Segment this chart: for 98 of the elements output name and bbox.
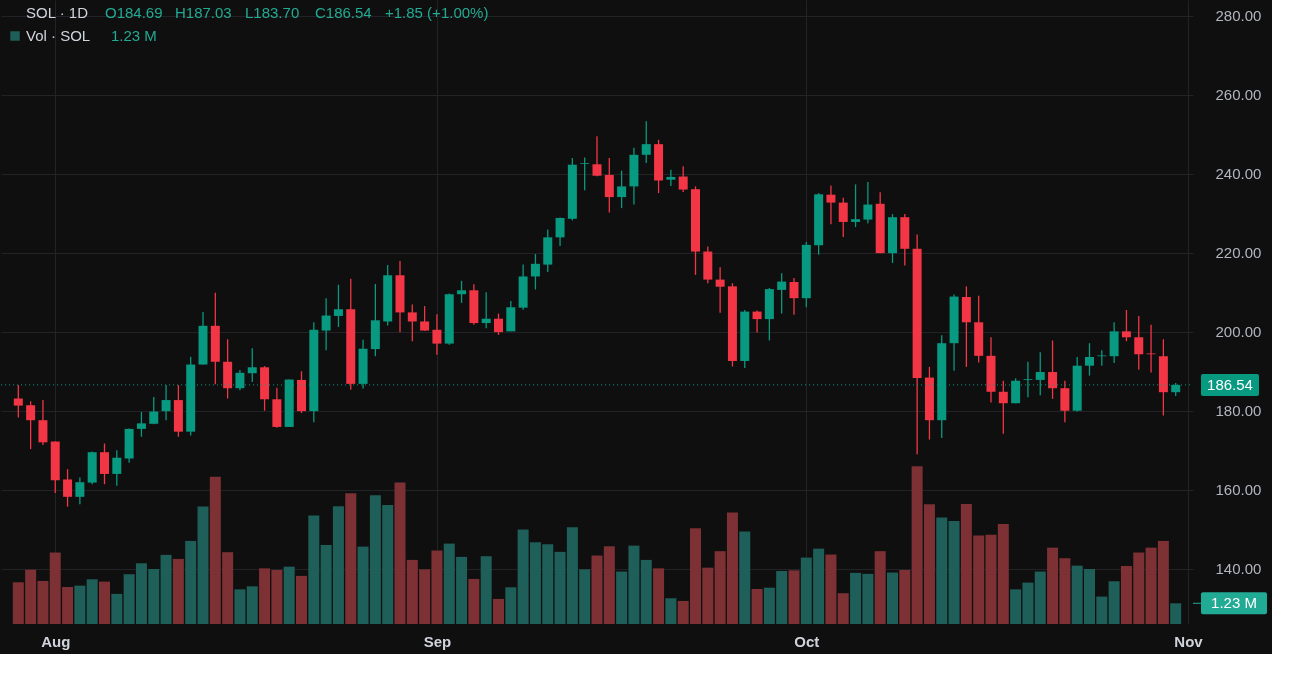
candlestick	[481, 291, 491, 329]
candlestick	[321, 297, 331, 351]
candlestick	[530, 253, 540, 291]
annotation: 1.23 M	[111, 27, 157, 44]
candlestick	[826, 184, 836, 225]
candlestick	[838, 197, 848, 238]
bar	[345, 493, 357, 624]
bar	[111, 593, 123, 624]
bar	[86, 579, 98, 624]
legend-label: Vol · SOL	[26, 27, 91, 44]
bar	[185, 540, 197, 624]
candlestick	[1134, 315, 1144, 371]
x-tick-label: Aug	[41, 632, 71, 650]
candlestick	[136, 411, 146, 438]
bar	[899, 570, 911, 624]
candlestick	[580, 156, 590, 192]
candlestick	[555, 216, 565, 247]
candlestick	[678, 165, 688, 193]
ref-line-label: 186.54	[1207, 375, 1253, 393]
bar	[653, 568, 665, 624]
annotation: O184.69	[105, 4, 163, 21]
y2-tick-label: 1.23 M	[1211, 594, 1257, 612]
candlestick	[604, 157, 614, 214]
y-tick-label: 200.00	[1215, 323, 1262, 341]
bar	[296, 575, 307, 624]
bar	[160, 554, 172, 624]
candlestick	[789, 277, 799, 316]
candlestick	[247, 347, 257, 383]
candlestick	[617, 169, 627, 209]
bar	[1108, 581, 1120, 624]
candlestick	[26, 400, 36, 450]
candlestick	[149, 396, 159, 425]
candlestick	[13, 384, 23, 419]
bar	[640, 559, 652, 624]
candlestick	[1060, 380, 1070, 423]
bar	[74, 585, 86, 624]
y-tick-label: 240.00	[1215, 165, 1262, 183]
candlestick	[100, 442, 109, 485]
candlestick	[752, 309, 762, 334]
bar	[1034, 571, 1046, 624]
candlestick	[333, 284, 343, 328]
bar	[283, 566, 295, 624]
candlestick	[494, 312, 503, 336]
candlestick	[666, 169, 676, 187]
bar	[936, 517, 948, 624]
bar	[197, 506, 209, 624]
bar	[308, 515, 320, 624]
candlestick	[420, 305, 430, 332]
bar	[874, 551, 886, 624]
candlestick	[851, 183, 861, 228]
candlestick	[863, 181, 873, 224]
y-tick-label: 160.00	[1215, 481, 1262, 499]
candlestick	[432, 313, 442, 356]
bar	[234, 589, 246, 624]
candlestick	[641, 120, 651, 164]
y-tick-label: 280.00	[1215, 7, 1262, 25]
y-tick-label: 220.00	[1215, 244, 1262, 262]
chart-title: SOL · 1D	[26, 4, 89, 21]
bar	[751, 589, 763, 624]
candlestick	[592, 135, 602, 177]
bar	[948, 520, 960, 624]
bar	[505, 587, 517, 624]
bar	[788, 570, 800, 624]
candlestick	[715, 266, 725, 314]
bar	[172, 558, 184, 624]
candlestick	[38, 399, 48, 446]
x-tick-label: Nov	[1174, 632, 1204, 650]
bar	[493, 598, 504, 624]
candlestick	[63, 468, 73, 508]
candlestick	[1121, 309, 1131, 342]
bar	[1170, 603, 1182, 624]
y-tick-label: 140.00	[1215, 560, 1262, 578]
bar	[825, 554, 837, 624]
bar	[665, 598, 677, 624]
y-tick-label: 180.00	[1215, 402, 1262, 420]
bar	[246, 586, 258, 624]
bar	[837, 593, 849, 624]
candlestick	[777, 272, 787, 315]
candlestick	[1146, 323, 1156, 374]
bar	[480, 556, 492, 624]
candlestick	[1085, 342, 1094, 377]
candlestick	[998, 380, 1008, 435]
candlestick	[1048, 339, 1058, 400]
bar	[99, 581, 110, 624]
x-tick-label: Sep	[423, 632, 452, 650]
candlestick	[457, 280, 467, 304]
annotation: +1.85 (+1.00%)	[385, 4, 489, 21]
x-tick-label: Oct	[794, 632, 820, 650]
candlestick	[407, 303, 417, 342]
annotation: L183.70	[245, 4, 300, 21]
annotation: H187.03	[175, 4, 232, 21]
annotation: C186.54	[315, 4, 372, 21]
y-tick-label: 260.00	[1215, 86, 1262, 104]
bar	[887, 572, 898, 624]
candlestick	[75, 476, 85, 505]
candlestick	[112, 449, 122, 487]
bar	[468, 578, 480, 624]
bar	[739, 531, 751, 624]
